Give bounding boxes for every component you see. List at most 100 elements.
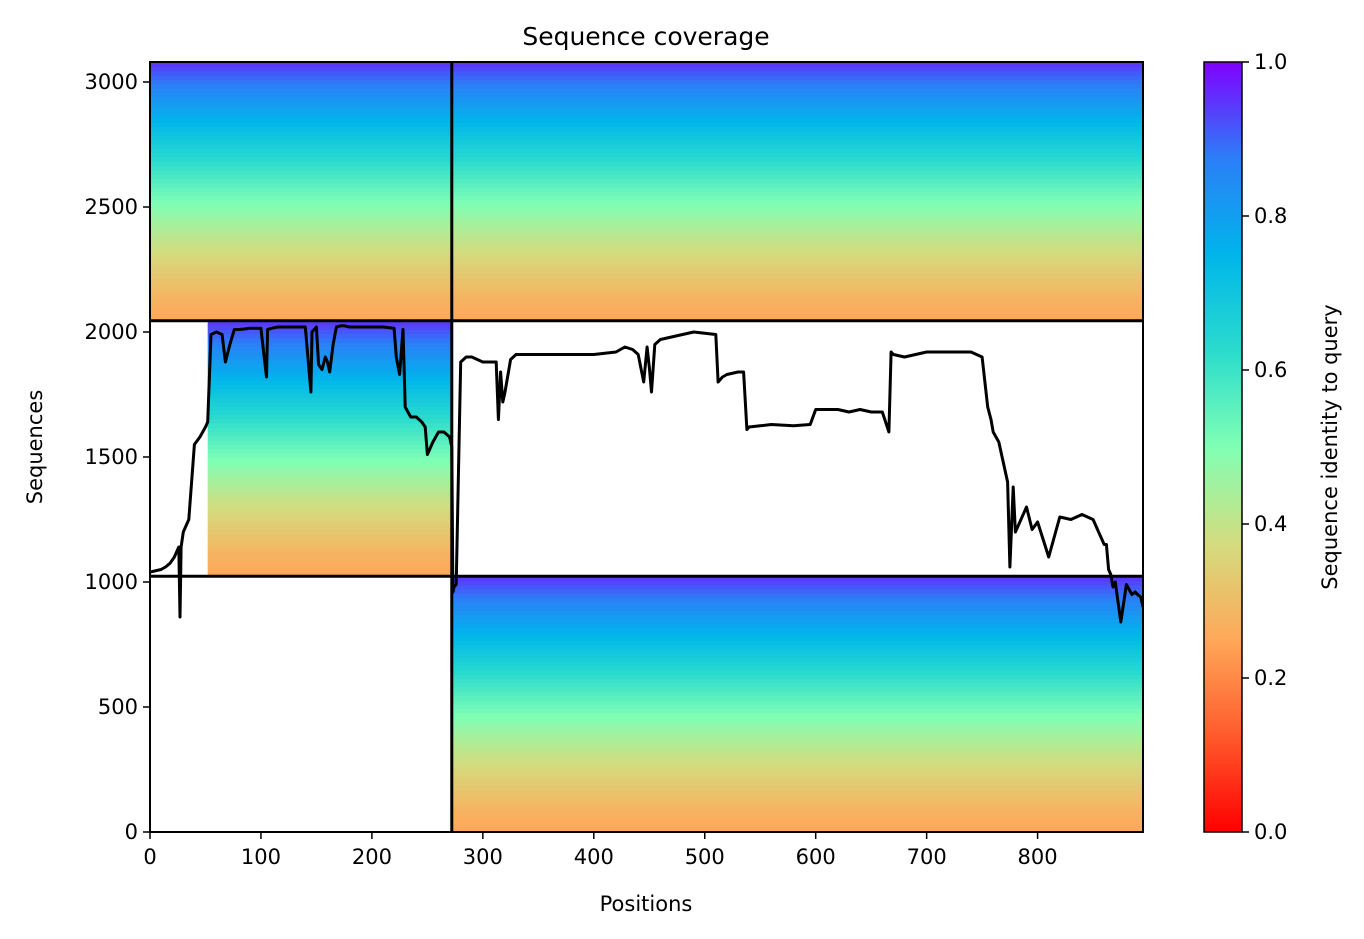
heatmap-band [150, 100, 452, 106]
heatmap-band [150, 126, 452, 132]
y-axis-title: Sequences [23, 390, 47, 505]
heatmap-band [451, 247, 1143, 253]
heatmap-block [207, 320, 452, 577]
heatmap-band [451, 644, 1143, 650]
heatmap-band [451, 299, 1143, 305]
x-tick-label: 400 [574, 845, 614, 869]
heatmap-band [150, 182, 452, 188]
heatmap-band [451, 657, 1143, 663]
heatmap-band [207, 405, 452, 411]
x-tick-label: 300 [463, 845, 503, 869]
y-tick-label: 0 [125, 820, 138, 844]
heatmap-band [451, 161, 1143, 167]
x-tick-label: 500 [685, 845, 725, 869]
heatmap-band [451, 776, 1143, 782]
heatmap-band [207, 554, 452, 560]
y-tick-label: 2500 [85, 195, 138, 219]
heatmap-band [150, 66, 452, 72]
heatmap-band [451, 580, 1143, 586]
heatmap-band [451, 290, 1143, 296]
heatmap-band [451, 810, 1143, 816]
heatmap-band [451, 277, 1143, 283]
heatmap-band [207, 520, 452, 526]
heatmap-band [207, 537, 452, 543]
heatmap-band [150, 260, 452, 266]
heatmap-band [150, 87, 452, 93]
heatmap-band [207, 354, 452, 360]
heatmap-band [451, 772, 1143, 778]
heatmap-band [207, 542, 452, 548]
heatmap-band [451, 105, 1143, 111]
heatmap-band [451, 100, 1143, 106]
heatmap-band [451, 187, 1143, 192]
heatmap-band [207, 337, 452, 343]
heatmap-band [207, 320, 452, 326]
heatmap-band [451, 827, 1143, 832]
heatmap-band [451, 763, 1143, 769]
heatmap-band [451, 264, 1143, 270]
heatmap-band [451, 212, 1143, 218]
heatmap-band [451, 62, 1143, 67]
x-tick-label: 200 [352, 845, 392, 869]
heatmap-band [451, 221, 1143, 227]
heatmap-band [150, 195, 452, 201]
heatmap-band [207, 346, 452, 352]
heatmap-band [451, 230, 1143, 236]
heatmap-band [451, 273, 1143, 279]
heatmap-band [451, 584, 1143, 590]
heatmap-band [451, 204, 1143, 210]
heatmap-band [207, 469, 452, 475]
heatmap-band [150, 92, 452, 98]
heatmap-band [451, 823, 1143, 829]
heatmap-band [451, 576, 1143, 582]
heatmap-band [207, 439, 452, 445]
heatmap-band [451, 780, 1143, 786]
heatmap-band [451, 178, 1143, 184]
heatmap-band [150, 264, 452, 270]
heatmap-band [150, 225, 452, 231]
heatmap-band [451, 768, 1143, 773]
heatmap-band [150, 281, 452, 287]
heatmap-band [207, 418, 452, 424]
heatmap-band [207, 329, 452, 335]
heatmap-band [150, 131, 452, 136]
heatmap-band [451, 806, 1143, 812]
heatmap-band [451, 610, 1143, 616]
heatmap-band [451, 312, 1143, 318]
heatmap-band [150, 251, 452, 257]
heatmap-band [207, 563, 452, 569]
heatmap-band [451, 606, 1143, 611]
y-tick-label: 1500 [85, 445, 138, 469]
x-tick-label: 0 [143, 845, 156, 869]
heatmap-band [207, 482, 452, 488]
colorbar-tick-label: 0.0 [1254, 820, 1287, 844]
heatmap-band [207, 495, 452, 501]
heatmap-band [207, 325, 452, 330]
heatmap-band [451, 589, 1143, 594]
heatmap-band [451, 635, 1143, 641]
heatmap-band [150, 204, 452, 210]
heatmap-band [451, 113, 1143, 119]
plot-area [150, 62, 1143, 832]
heatmap-band [451, 631, 1143, 637]
heatmap-band [150, 156, 452, 162]
heatmap-band [150, 109, 452, 115]
heatmap-band [150, 299, 452, 305]
heatmap-band [451, 691, 1143, 697]
heatmap-band [150, 152, 452, 158]
heatmap-band [207, 448, 452, 454]
heatmap-band [207, 431, 452, 437]
heatmap-band [451, 627, 1143, 633]
heatmap-band [207, 533, 452, 539]
heatmap-band [207, 486, 452, 492]
heatmap-band [451, 695, 1143, 701]
heatmap-band [207, 371, 452, 377]
heatmap-band [451, 729, 1143, 735]
heatmap-band [451, 674, 1143, 680]
heatmap-band [451, 819, 1143, 825]
heatmap-band [150, 294, 452, 300]
heatmap-band [451, 648, 1143, 654]
heatmap-band [451, 597, 1143, 603]
heatmap-band [451, 652, 1143, 658]
heatmap-band [207, 397, 452, 403]
